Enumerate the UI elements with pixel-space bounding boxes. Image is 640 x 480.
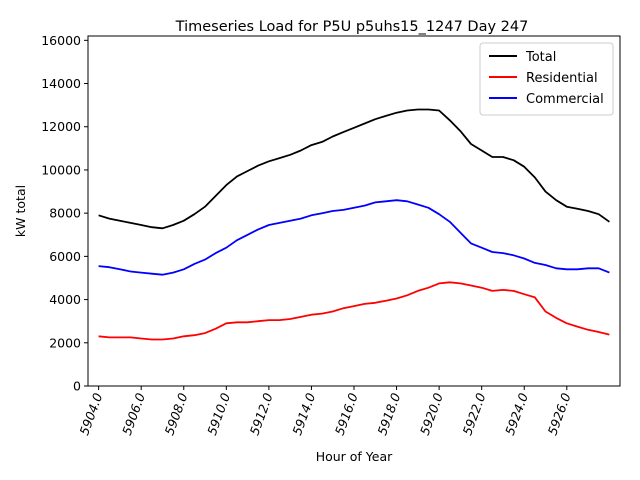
y-axis-ticks: 0 2000 4000 6000 8000 10000 12000 14000 16000 — [41, 33, 88, 394]
legend-label-total: Total — [525, 50, 556, 65]
y-axis-label: kW total — [13, 185, 28, 237]
legend-label-commercial: Commercial — [526, 92, 604, 107]
legend: Total Residential Commercial — [479, 42, 614, 116]
legend-label-residential: Residential — [526, 71, 598, 86]
y-tick-label: 6000 — [49, 249, 81, 264]
y-tick-label: 8000 — [49, 206, 81, 221]
y-tick-label: 14000 — [41, 76, 81, 91]
series-line-total — [98, 108, 610, 230]
y-tick-label: 16000 — [41, 33, 81, 48]
y-tick-label: 2000 — [49, 335, 81, 350]
y-tick-label: 12000 — [41, 119, 81, 134]
x-axis-label: Hour of Year — [316, 449, 393, 464]
series-layer — [98, 108, 610, 341]
y-tick-label: 10000 — [41, 162, 81, 177]
chart-title: Timeseries Load for P5U p5uhs15_1247 Day… — [175, 19, 529, 35]
y-tick-label: 0 — [73, 379, 81, 394]
series-line-commercial — [98, 199, 610, 276]
y-tick-label: 4000 — [49, 292, 81, 307]
series-line-residential — [98, 281, 610, 341]
